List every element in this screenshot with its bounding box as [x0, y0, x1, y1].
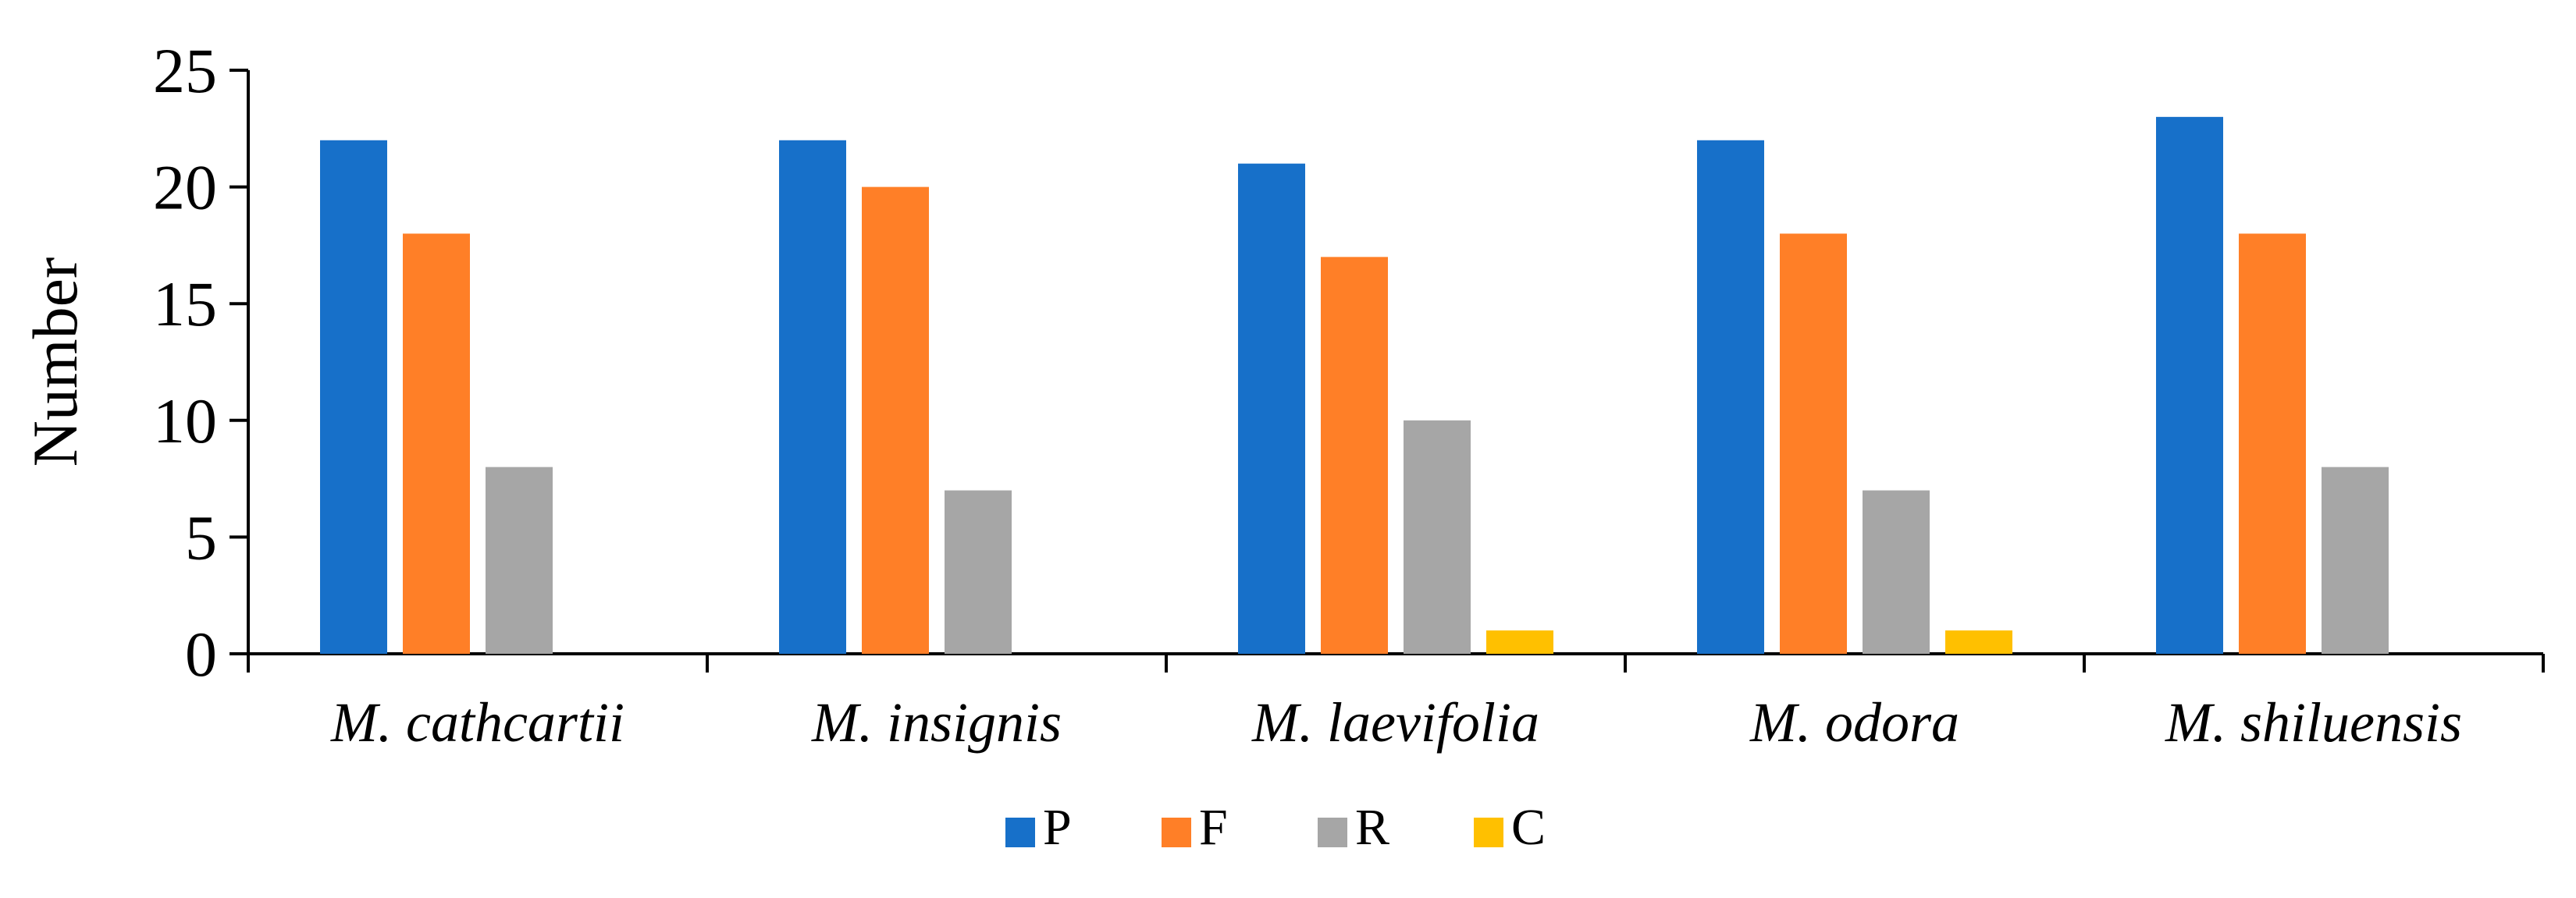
bar-r-4: [1863, 490, 1930, 654]
x-category-label: M. insignis: [811, 691, 1062, 754]
y-tick-label: 5: [185, 502, 217, 573]
bar-r-5: [2322, 467, 2389, 654]
bar-p-4: [1697, 140, 1764, 654]
legend-label-p: P: [1043, 799, 1072, 856]
y-tick-label: 15: [153, 268, 217, 339]
x-category-label: M. shiluensis: [2165, 691, 2462, 754]
legend-swatch-f: [1162, 818, 1191, 847]
legend-swatch-c: [1474, 818, 1503, 847]
y-axis-ticks: 0 5 10 15 20 25: [153, 35, 248, 690]
legend-swatch-r: [1318, 818, 1347, 847]
bar-f-2: [862, 186, 929, 655]
x-axis-ticks: M. cathcartii M. insignis M. laevifolia M. …: [247, 654, 2545, 754]
bar-f-1: [403, 233, 470, 654]
bar-p-3: [1238, 163, 1305, 654]
x-category-label: M. laevifolia: [1251, 691, 1539, 754]
bar-r-2: [945, 490, 1012, 654]
y-tick-label: 20: [153, 152, 217, 223]
bar-p-5: [2156, 116, 2223, 655]
bar-r-3: [1404, 420, 1471, 654]
bar-r-1: [486, 467, 553, 654]
bar-c-4: [1945, 630, 2012, 654]
bar-f-5: [2239, 233, 2306, 654]
y-axis-title: Number: [20, 257, 91, 467]
bar-p-1: [320, 140, 387, 654]
bar-c-3: [1486, 630, 1553, 654]
legend-label-r: R: [1355, 799, 1389, 856]
x-category-label: M. cathcartii: [330, 691, 624, 754]
bars: [320, 116, 2389, 655]
y-tick-label: 0: [185, 619, 217, 690]
bar-p-2: [779, 140, 846, 654]
x-category-label: M. odora: [1749, 691, 1959, 754]
bar-f-3: [1321, 257, 1388, 654]
legend-label-f: F: [1199, 799, 1228, 856]
bar-f-4: [1780, 233, 1847, 654]
y-tick-label: 25: [153, 35, 217, 106]
y-tick-label: 10: [153, 385, 217, 456]
legend-label-c: C: [1511, 799, 1546, 856]
legend-swatch-p: [1005, 818, 1035, 847]
